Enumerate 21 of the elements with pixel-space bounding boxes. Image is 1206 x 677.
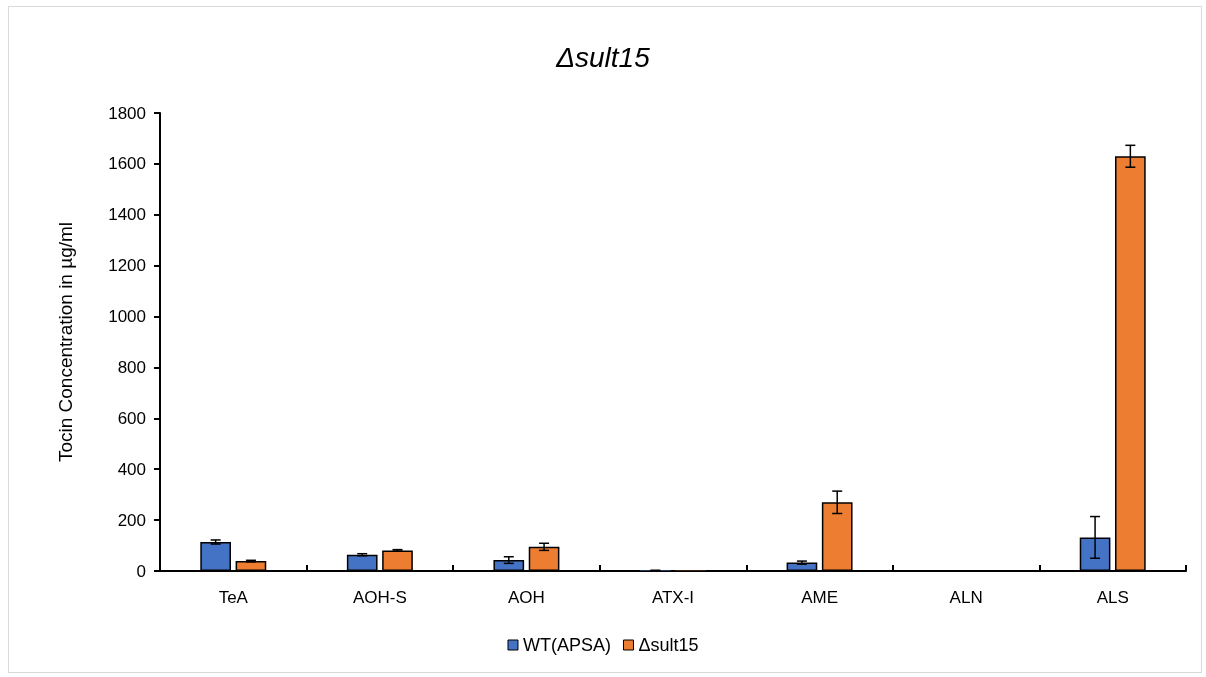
- legend-label: WT(APSA): [522, 635, 611, 655]
- y-tick-label: 400: [117, 459, 146, 479]
- x-tick-label: TeA: [218, 588, 249, 607]
- y-tick-label: 200: [117, 510, 146, 530]
- chart-title: Δsult15: [555, 41, 651, 73]
- y-tick-label: 1800: [108, 103, 146, 123]
- x-tick-label: ALN: [949, 588, 983, 607]
- y-tick-label: 800: [117, 357, 146, 377]
- legend-label: Δsult15: [638, 635, 699, 655]
- x-tick-label: AME: [801, 588, 838, 607]
- x-tick-label: AOH: [508, 588, 545, 607]
- x-tick-label: ATX-I: [651, 588, 695, 607]
- y-tick-label: 1200: [108, 256, 146, 276]
- x-tick-label: ALS: [1096, 588, 1129, 607]
- y-tick-label: 1000: [108, 307, 146, 327]
- y-tick-label: 1400: [108, 205, 146, 225]
- y-tick-label: 600: [117, 408, 146, 428]
- y-tick-label: 0: [136, 561, 146, 581]
- y-tick-label: 1600: [108, 154, 146, 174]
- y-axis-title: Tocin Concentration in µg/ml: [55, 221, 76, 463]
- x-tick-label: AOH-S: [352, 588, 407, 607]
